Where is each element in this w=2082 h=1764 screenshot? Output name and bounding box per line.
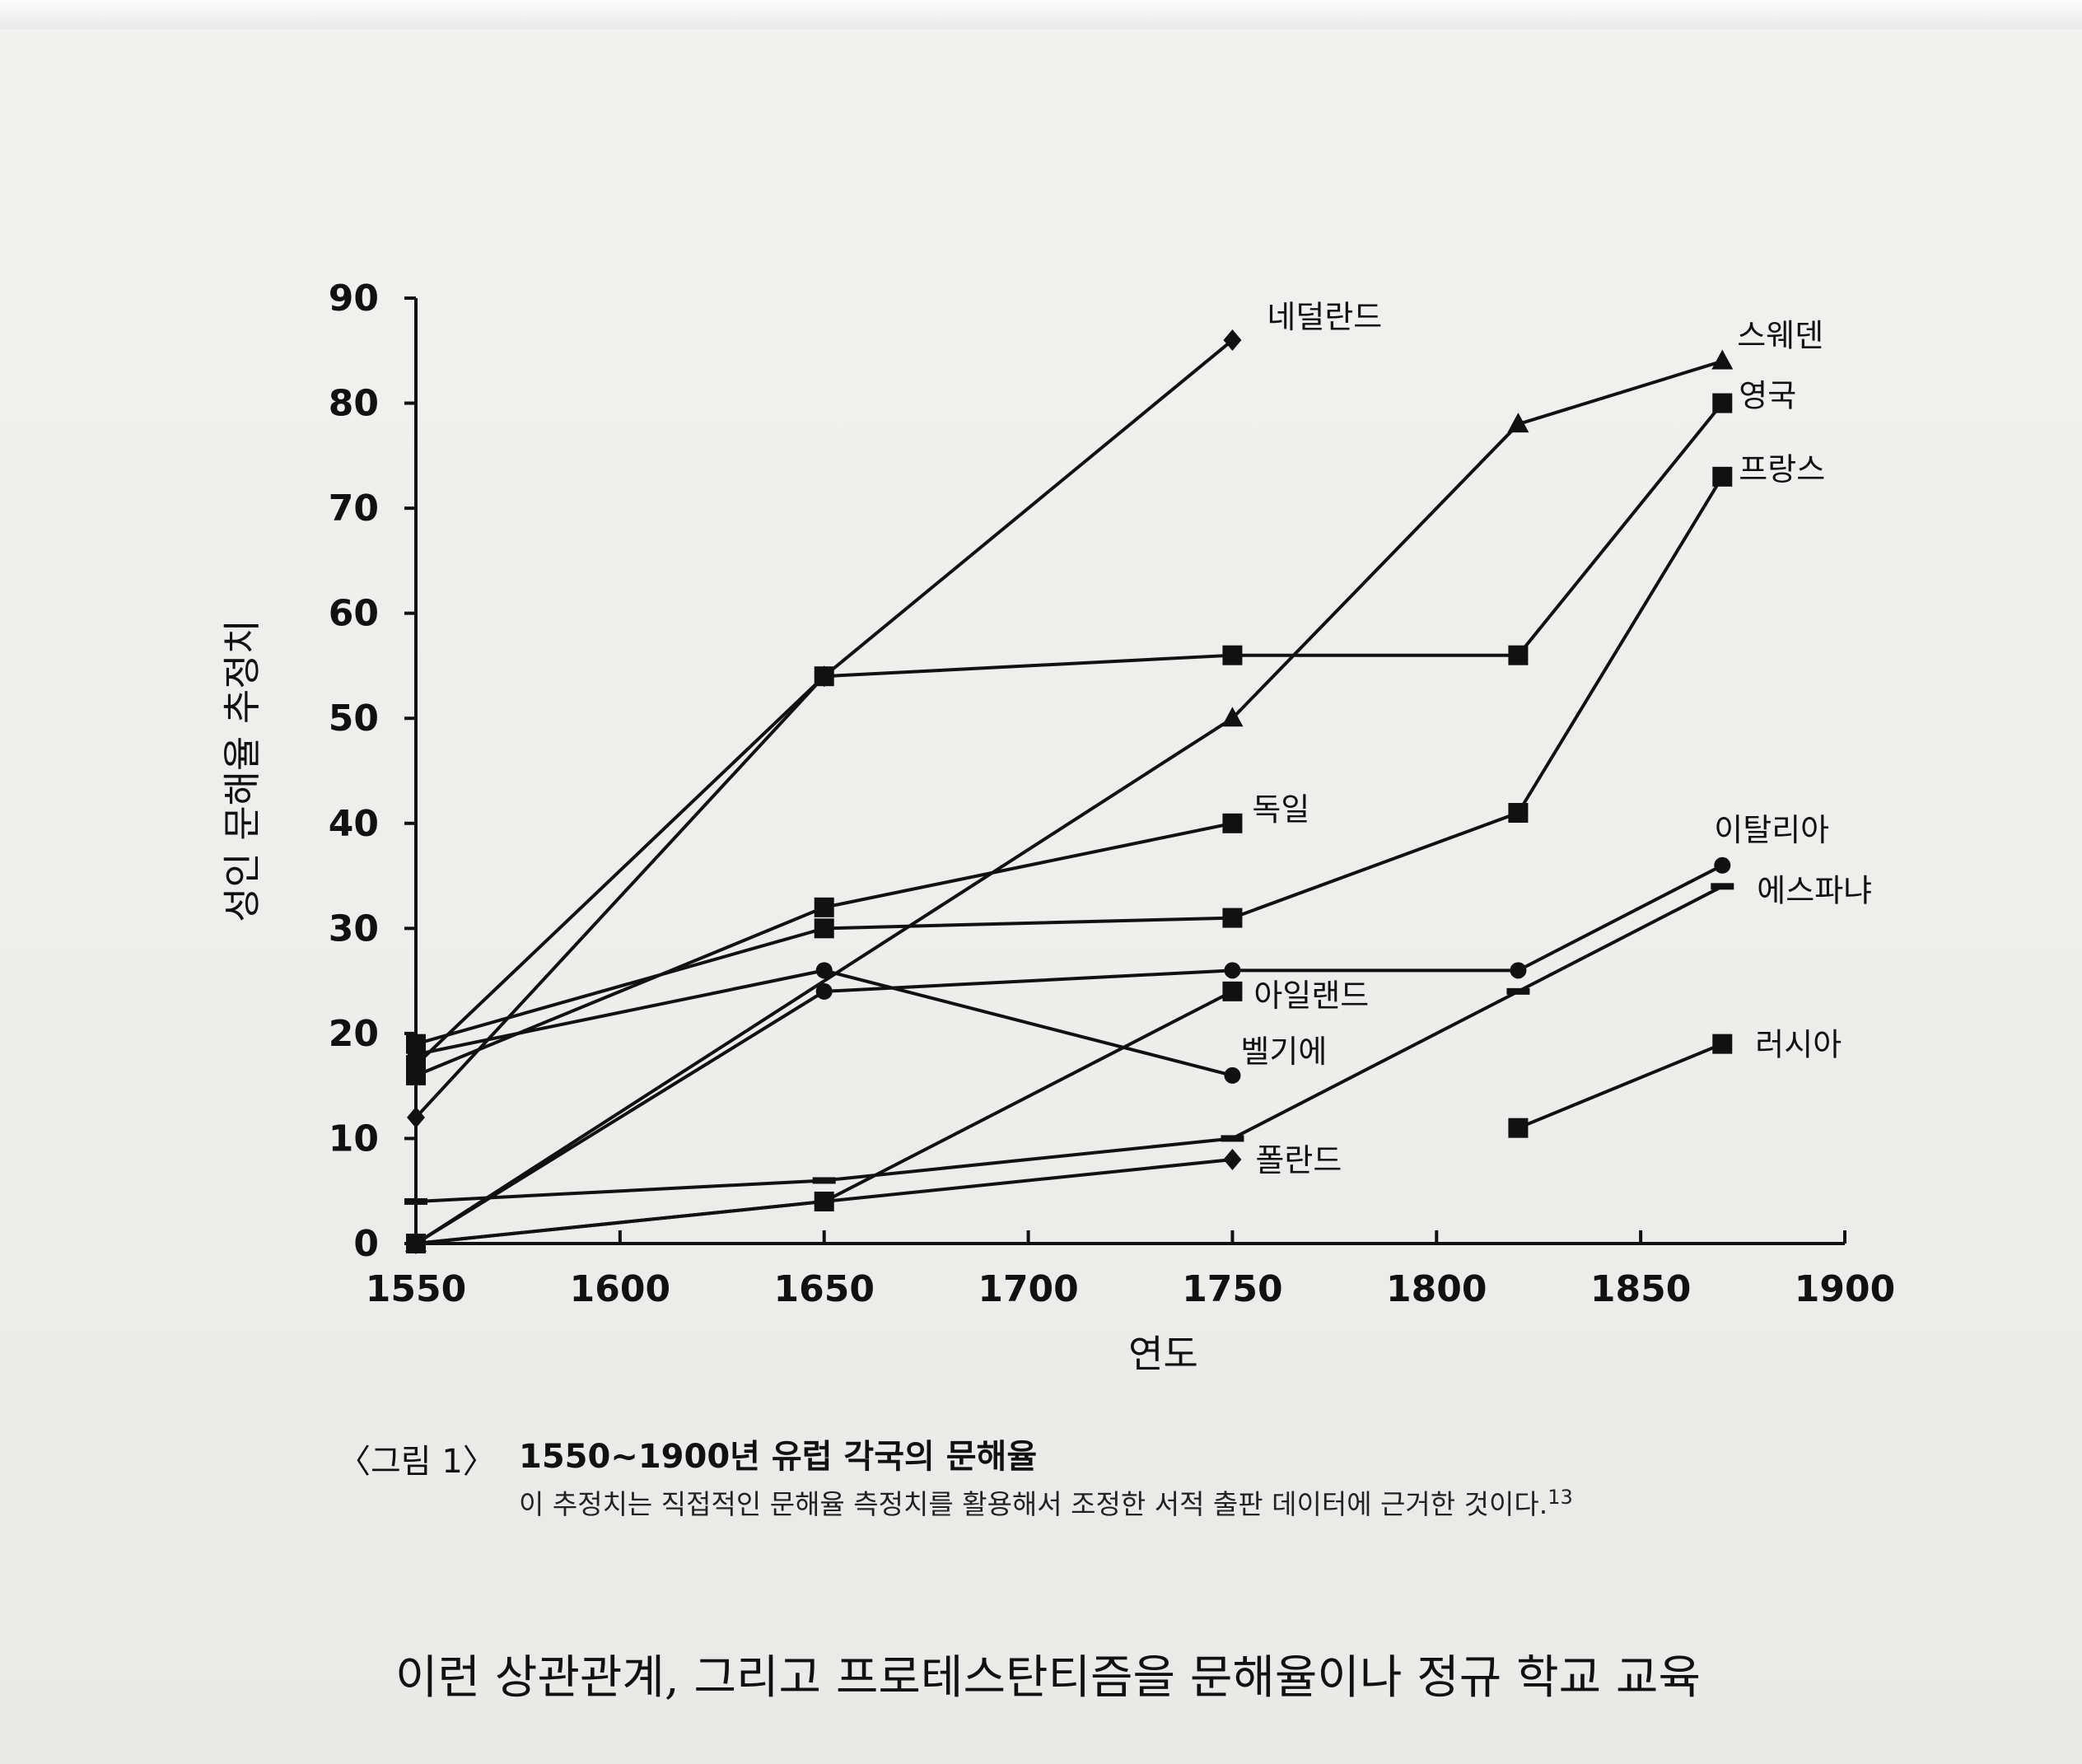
series-아일랜드 [406,981,1243,1253]
data-point [1508,803,1529,824]
y-axis-title: 성인 문해율 추정치 [220,619,264,922]
x-tick-label: 1600 [570,1268,670,1310]
data-point [1711,883,1734,890]
figure-note: 이 추정치는 직접적인 문해율 측정치를 활용해서 조정한 서적 출판 데이터에… [519,1482,1573,1522]
series-label: 러시아 [1755,1027,1842,1063]
chart-axes [414,298,1845,1245]
data-point [1222,908,1243,928]
data-point [815,982,833,1000]
y-tick-label: 80 [329,383,379,425]
figure-note-text: 이 추정치는 직접적인 문해율 측정치를 활용해서 조정한 서적 출판 데이터에… [519,1488,1548,1520]
series-독일 [406,813,1243,1085]
data-point [1507,413,1529,433]
y-tick-label: 20 [329,1013,379,1055]
x-tick-label: 1800 [1386,1268,1487,1310]
y-tick-label: 30 [329,908,379,950]
y-ticks: 0 10 20 30 40 50 60 70 80 90 [329,278,416,1265]
y-tick-label: 10 [329,1118,379,1160]
data-point [1224,1066,1241,1084]
data-point [1223,1148,1242,1170]
data-point [1506,987,1530,995]
y-tick-label: 50 [329,698,379,740]
data-point [1223,329,1242,352]
series-에스파냐 [404,883,1734,1205]
series-label: 네덜란드 [1267,299,1382,335]
data-point [1222,813,1243,833]
series-label: 이탈리아 [1714,812,1829,848]
data-point [1711,349,1734,370]
page-edge [0,0,2082,30]
x-ticks: 1550 1600 1650 1700 1750 1800 1850 1900 [366,1230,1895,1310]
series-네덜란드 [407,329,1242,1128]
data-point [1221,1135,1244,1142]
series-line [414,338,1234,1119]
series-line [1517,1042,1724,1130]
data-point [815,962,833,979]
data-point [1222,981,1243,1001]
data-point [1510,962,1527,979]
x-tick-label: 1900 [1795,1268,1895,1310]
data-point [1224,962,1241,979]
data-point [1508,645,1529,665]
y-tick-label: 0 [353,1223,379,1265]
series-label: 폴란드 [1255,1142,1342,1178]
y-tick-label: 90 [329,278,379,320]
x-tick-label: 1750 [1182,1268,1282,1310]
series-label: 독일 [1252,791,1309,828]
series-벨기에 [408,962,1241,1084]
y-tick-label: 70 [329,488,379,530]
data-point [1222,645,1243,665]
series-label: 벨기에 [1240,1034,1327,1070]
series-폴란드 [407,1148,1242,1254]
series-line [414,359,1723,1245]
x-tick-label: 1850 [1590,1268,1691,1310]
footnote-ref: 13 [1547,1486,1573,1509]
series-러시아 [1508,1034,1733,1138]
data-point [408,1046,424,1063]
x-axis-title: 연도 [1128,1332,1198,1376]
data-point [1221,707,1244,727]
data-point [404,1197,427,1205]
data-point [407,1106,425,1128]
series-label: 프랑스 [1739,451,1825,488]
series-line [415,475,1724,1046]
data-point [1712,466,1733,487]
y-tick-label: 40 [329,803,379,845]
x-tick-label: 1550 [366,1268,466,1310]
data-point [1712,393,1733,413]
figure-title: 1550~1900년 유럽 각국의 문해율 [519,1438,1038,1476]
series-label: 아일랜드 [1253,978,1369,1014]
data-point [812,1177,836,1184]
data-point [406,1065,426,1085]
data-point [1712,1034,1733,1054]
series-line [415,1157,1233,1245]
y-tick-label: 60 [329,593,379,635]
series-label: 에스파냐 [1757,872,1872,908]
series-label: 영국 [1739,378,1796,414]
series-label: 스웨덴 [1737,318,1823,354]
series-영국 [406,393,1733,1076]
data-point [407,1233,425,1254]
data-point [814,897,834,917]
x-tick-label: 1700 [978,1268,1078,1310]
data-point [1508,1118,1529,1138]
data-point [1714,856,1731,874]
series-프랑스 [406,466,1733,1054]
data-point [814,918,834,939]
data-point [814,666,834,687]
body-paragraph: 이런 상관관계, 그리고 프로테스탄티즘을 문해율이나 정규 학교 교육 [395,1651,1701,1705]
figure-number: 〈그림 1〉 [338,1443,496,1481]
x-tick-label: 1650 [773,1268,874,1310]
series-layer [404,329,1734,1254]
series-스웨덴 [405,349,1734,1252]
series-line [415,884,1724,1203]
